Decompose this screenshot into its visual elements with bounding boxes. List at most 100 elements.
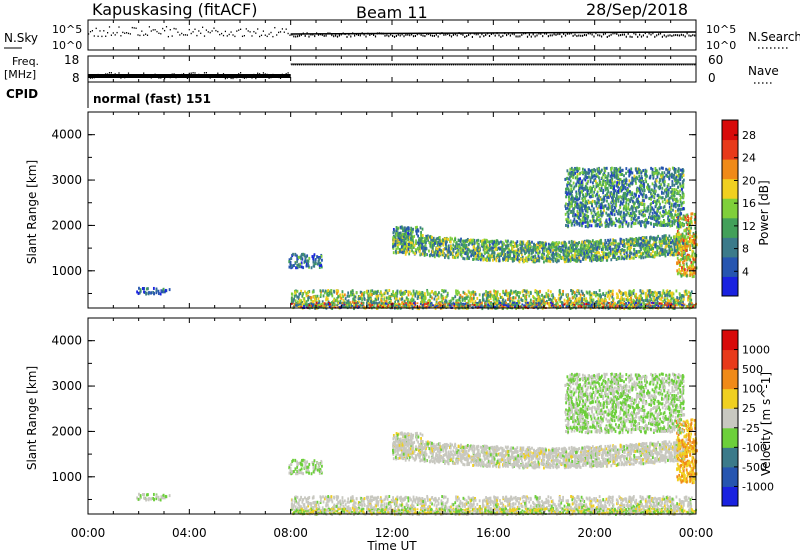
power-echo-cell (325, 298, 327, 302)
power-echo-cell (572, 174, 575, 178)
power-echo-cell (579, 293, 582, 297)
power-echo-cell (692, 240, 694, 244)
power-echo-cell (489, 296, 492, 300)
power-echo-cell (538, 256, 541, 260)
power-echo-cell (571, 246, 574, 250)
power-echo-cell (444, 296, 447, 300)
nsky-point (405, 33, 407, 36)
power-echo-cell (655, 291, 658, 295)
power-echo-cell (607, 243, 610, 247)
power-echo-cell (586, 217, 589, 221)
power-echo-cell (661, 179, 664, 183)
power-echo-cell (533, 245, 536, 249)
power-echo-cell (673, 235, 676, 239)
power-echo-cell (543, 260, 545, 264)
power-echo-cell (678, 296, 681, 300)
power-echo-cell (353, 294, 356, 298)
power-echo-cell (482, 239, 484, 243)
freq-point (517, 64, 519, 66)
power-echo-cell (412, 250, 415, 254)
nsky-point (114, 34, 116, 36)
freq-point (504, 64, 506, 66)
power-echo-cell (554, 243, 557, 247)
freq-point (608, 64, 610, 66)
power-echo-cell (437, 254, 440, 258)
power-echo-cell (400, 245, 403, 249)
freq-point (287, 72, 289, 74)
nsky-point (95, 27, 97, 30)
power-echo-cell (618, 245, 621, 249)
power-echo-cell (392, 240, 395, 244)
power-echo-cell (573, 242, 576, 246)
power-echo-cell (470, 239, 473, 243)
freq-point (519, 64, 521, 66)
power-echo-cell (658, 246, 661, 250)
nsky-point (454, 33, 456, 36)
power-echo-cell (605, 241, 608, 245)
power-echo-cell (509, 293, 512, 297)
power-echo-cell (593, 291, 596, 295)
power-echo-cell (676, 232, 679, 236)
power-echo-cell (511, 291, 514, 295)
freq-point (447, 64, 449, 66)
power-echo-cell (660, 298, 663, 302)
freq-point (665, 64, 667, 66)
power-echo-cell (522, 289, 525, 293)
power-echo-cell (425, 234, 428, 238)
power-echo-cell (645, 295, 647, 299)
freq-point (331, 64, 333, 66)
power-echo-cell (621, 244, 624, 248)
power-echo-cell (300, 256, 303, 260)
power-echo-cell (518, 260, 521, 264)
power-echo-cell (409, 231, 412, 235)
power-echo-cell (138, 286, 140, 290)
power-echo-cell (611, 250, 614, 254)
power-echo-cell (689, 264, 692, 268)
power-echo-cell (600, 256, 603, 260)
power-echo-cell (682, 234, 685, 238)
power-echo-cell (536, 257, 539, 261)
power-echo-cell (595, 254, 598, 258)
power-echo-cell (325, 296, 328, 300)
freq-point (500, 64, 502, 66)
power-echo-cell (488, 300, 491, 304)
freq-point (259, 73, 261, 75)
power-echo-cell (489, 254, 491, 258)
power-echo-cell (662, 238, 665, 242)
nsky-point (485, 33, 487, 36)
power-echo-cell (630, 302, 633, 306)
power-echo-cell (493, 291, 496, 295)
power-echo-cell (406, 238, 409, 242)
power-echo-cell (300, 299, 302, 303)
power-echo-cell (524, 300, 527, 304)
nsky-tick-bottom-left: 10^0 (52, 39, 82, 52)
power-echo-cell (396, 243, 399, 247)
power-echo-cell (615, 292, 618, 296)
power-echo-cell (628, 247, 630, 251)
power-echo-cell (517, 299, 520, 303)
nsky-point (255, 32, 257, 34)
power-echo-cell (533, 242, 535, 246)
power-echo-cell (581, 240, 584, 244)
freq-point (650, 64, 652, 66)
power-echo-cell (596, 190, 599, 194)
power-echo-cell (319, 261, 322, 265)
power-echo-cell (447, 244, 450, 248)
power-echo-cell (157, 292, 160, 296)
nsky-point (202, 26, 204, 29)
power-echo-cell (688, 228, 690, 232)
power-echo-cell (330, 289, 333, 293)
power-echo-cell (637, 297, 640, 301)
power-echo-cell (651, 189, 654, 193)
power-echo-cell (404, 242, 406, 246)
power-echo-cell (682, 261, 684, 265)
power-echo-cell (658, 240, 661, 244)
power-echo-cell (584, 170, 587, 174)
power-echo-cell (662, 252, 665, 256)
power-echo-cell (351, 300, 354, 304)
power-echo-cell (664, 237, 667, 241)
power-echo-cell (407, 247, 410, 251)
power-echo-cell (604, 256, 607, 260)
power-echo-cell (512, 245, 515, 249)
power-echo-cell (415, 229, 418, 233)
